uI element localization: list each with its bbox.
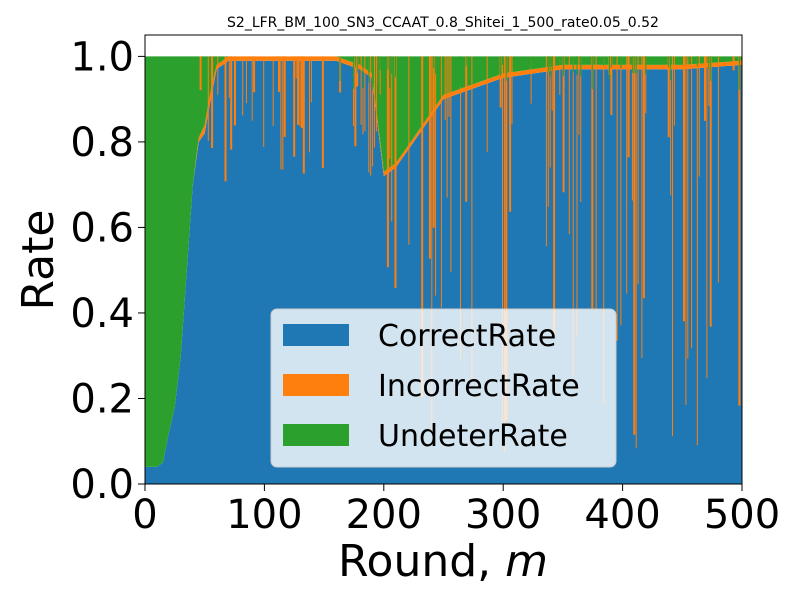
- x-tick-label: 0: [132, 492, 157, 538]
- x-axis-title-prefix: Round,: [338, 536, 505, 587]
- legend-box: [270, 308, 617, 468]
- y-tick-label: 1.0: [70, 34, 134, 80]
- legend-label-incorrect: IncorrectRate: [378, 369, 580, 404]
- y-tick-label: 0.8: [70, 120, 134, 166]
- x-axis-title-variable: m: [505, 536, 548, 587]
- legend: CorrectRate IncorrectRate UndeterRate: [270, 308, 617, 468]
- x-axis: 0 100 200 300 400 500: [132, 484, 780, 538]
- legend-swatch-incorrect: [283, 374, 349, 396]
- x-tick-label: 100: [226, 492, 302, 538]
- legend-label-undeter: UndeterRate: [378, 419, 568, 454]
- y-tick-label: 0.0: [70, 462, 134, 508]
- x-tick-label: 400: [584, 492, 660, 538]
- y-tick-label: 0.2: [70, 376, 134, 422]
- area-undeter: [145, 56, 742, 467]
- chart-title: S2_LFR_BM_100_SN3_CCAAT_0.8_Shitei_1_500…: [227, 15, 659, 31]
- x-tick-label: 300: [465, 492, 541, 538]
- legend-label-correct: CorrectRate: [378, 319, 556, 354]
- dip-marks: [199, 56, 741, 453]
- x-tick-label: 500: [704, 492, 780, 538]
- x-tick-label: 200: [346, 492, 422, 538]
- plot-frame: [144, 34, 743, 485]
- y-tick-label: 0.4: [70, 291, 134, 337]
- legend-swatch-correct: [283, 324, 349, 346]
- x-axis-title: Round, m: [338, 536, 548, 587]
- y-axis-title: Rate: [13, 210, 64, 311]
- y-tick-label: 0.6: [70, 205, 134, 251]
- legend-swatch-undeter: [283, 424, 349, 446]
- y-axis: 0.0 0.2 0.4 0.6 0.8 1.0: [70, 34, 145, 508]
